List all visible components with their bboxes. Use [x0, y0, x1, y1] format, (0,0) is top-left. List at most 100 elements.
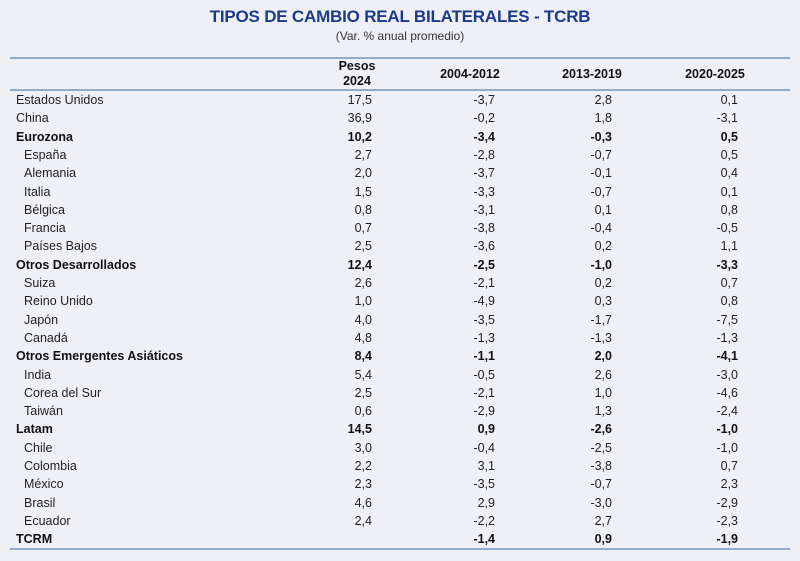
- value-2020-2025-cell: -7,5: [716, 312, 738, 327]
- table-row: Estados Unidos 17,5 -3,7 2,8 0,1: [0, 91, 800, 109]
- value-2020-2025-cell: 1,1: [720, 239, 738, 254]
- table-row: México 2,3 -3,5 -0,7 2,3: [0, 475, 800, 493]
- row-label: Ecuador: [24, 513, 71, 528]
- value-2013-2019-cell: -2,5: [590, 440, 612, 455]
- table-row: Reino Unido 1,0 -4,9 0,3 0,8: [0, 292, 800, 310]
- row-label: Eurozona: [16, 129, 73, 144]
- pesos-2024-cell: 17,5: [347, 93, 372, 107]
- row-label: España: [24, 147, 67, 162]
- row-label: Taiwán: [24, 404, 63, 419]
- row-label: China: [16, 111, 49, 126]
- value-2020-2025-cell: 2,3: [720, 477, 738, 492]
- table-row: Suiza 2,6 -2,1 0,2 0,7: [0, 274, 800, 292]
- value-2013-2019-cell: -3,8: [590, 459, 612, 473]
- value-2013-2019-cell: 2,6: [594, 367, 612, 382]
- pesos-2024-cell: 5,4: [354, 367, 372, 382]
- row-label: Canadá: [24, 330, 68, 345]
- row-label: Italia: [24, 184, 51, 199]
- value-2013-2019-cell: -0,4: [590, 221, 612, 236]
- pesos-2024-cell: 4,8: [354, 330, 372, 345]
- value-2020-2025-cell: -3,1: [716, 111, 738, 126]
- value-2013-2019-cell: -0,7: [590, 477, 612, 492]
- value-2020-2025-cell: 0,5: [720, 147, 738, 162]
- value-2013-2019-cell: 0,2: [594, 239, 612, 254]
- value-2013-2019-cell: 0,1: [594, 202, 612, 217]
- table-row: Japón 4,0 -3,5 -1,7 -7,5: [0, 311, 800, 329]
- value-2020-2025-cell: -4,1: [716, 349, 738, 364]
- pesos-2024-cell: 12,4: [347, 257, 372, 272]
- pesos-2024-cell: 2,5: [354, 385, 372, 400]
- value-2013-2019-cell: 2,8: [594, 93, 612, 107]
- value-2013-2019-cell: -0,7: [590, 184, 612, 199]
- value-2013-2019-cell: 0,9: [594, 532, 612, 547]
- table-row: Italia 1,5 -3,3 -0,7 0,1: [0, 183, 800, 201]
- value-2020-2025-cell: 0,5: [720, 129, 738, 144]
- table-row: Colombia 2,2 3,1 -3,8 0,7: [0, 457, 800, 475]
- value-2020-2025-cell: 0,8: [720, 294, 738, 309]
- header-2020-2025: 2020-2025: [685, 67, 745, 81]
- value-2013-2019-cell: 1,8: [594, 111, 612, 126]
- row-label: Colombia: [24, 459, 77, 473]
- value-2020-2025-cell: -1,3: [716, 330, 738, 345]
- pesos-2024-cell: 36,9: [347, 111, 372, 126]
- pesos-2024-cell: 2,6: [354, 276, 372, 290]
- value-2004-2012-cell: -2,8: [473, 147, 495, 162]
- table-row: Corea del Sur 2,5 -2,1 1,0 -4,6: [0, 384, 800, 402]
- bottom-rule: [10, 548, 790, 550]
- table-row-group: Otros Emergentes Asiáticos 8,4 -1,1 2,0 -4,1: [0, 347, 800, 365]
- value-2004-2012-cell: -4,9: [473, 294, 495, 309]
- value-2004-2012-cell: -3,4: [473, 129, 495, 144]
- value-2004-2012-cell: -3,5: [473, 312, 495, 327]
- table-row: China 36,9 -0,2 1,8 -3,1: [0, 109, 800, 127]
- header-rule: [10, 89, 790, 91]
- row-label: Suiza: [24, 276, 56, 290]
- pesos-2024-cell: 1,5: [354, 184, 372, 199]
- value-2013-2019-cell: 1,3: [594, 404, 612, 419]
- value-2020-2025-cell: 0,4: [720, 166, 738, 181]
- value-2004-2012-cell: 3,1: [477, 459, 495, 473]
- pesos-2024-cell: 10,2: [347, 129, 372, 144]
- row-label: Bélgica: [24, 202, 65, 217]
- value-2013-2019-cell: 2,7: [594, 513, 612, 528]
- table-title: TIPOS DE CAMBIO REAL BILATERALES - TCRB: [209, 7, 591, 26]
- pesos-2024-cell: 2,5: [354, 239, 372, 254]
- value-2020-2025-cell: 0,1: [720, 93, 738, 107]
- pesos-2024-cell: 0,8: [354, 202, 372, 217]
- table-row: Chile 3,0 -0,4 -2,5 -1,0: [0, 439, 800, 457]
- value-2020-2025-cell: 0,1: [720, 184, 738, 199]
- value-2004-2012-cell: -2,2: [473, 513, 495, 528]
- row-label: Brasil: [24, 495, 56, 510]
- value-2004-2012-cell: -3,8: [473, 221, 495, 236]
- table-row: Países Bajos 2,5 -3,6 0,2 1,1: [0, 237, 800, 255]
- value-2020-2025-cell: -2,9: [716, 495, 738, 510]
- value-2004-2012-cell: 0,9: [477, 422, 495, 437]
- table-row-group: Eurozona 10,2 -3,4 -0,3 0,5: [0, 128, 800, 146]
- table-row: Ecuador 2,4 -2,2 2,7 -2,3: [0, 512, 800, 530]
- value-2020-2025-cell: 0,7: [720, 459, 738, 473]
- value-2004-2012-cell: -3,5: [473, 477, 495, 492]
- value-2020-2025-cell: -1,0: [716, 422, 738, 437]
- value-2013-2019-cell: -1,7: [590, 312, 612, 327]
- value-2013-2019-cell: 0,2: [594, 276, 612, 290]
- header-pesos: Pesos 2024: [317, 59, 397, 89]
- value-2013-2019-cell: 0,3: [594, 294, 612, 309]
- value-2004-2012-cell: -3,7: [473, 166, 495, 181]
- value-2004-2012-cell: -1,1: [473, 349, 495, 364]
- value-2020-2025-cell: -0,5: [716, 221, 738, 236]
- value-2004-2012-cell: -0,2: [473, 111, 495, 126]
- pesos-2024-cell: 1,0: [354, 294, 372, 309]
- table-row-group: TCRM -1,4 0,9 -1,9: [0, 530, 800, 548]
- pesos-2024-cell: 14,5: [347, 422, 372, 437]
- value-2004-2012-cell: -2,5: [473, 257, 495, 272]
- pesos-2024-cell: 2,0: [354, 166, 372, 181]
- header-2013-2019: 2013-2019: [562, 67, 622, 81]
- value-2013-2019-cell: -3,0: [590, 495, 612, 510]
- row-label: Latam: [16, 422, 53, 437]
- table-row: Taiwán 0,6 -2,9 1,3 -2,4: [0, 402, 800, 420]
- value-2020-2025-cell: 0,8: [720, 202, 738, 217]
- table-row: España 2,7 -2,8 -0,7 0,5: [0, 146, 800, 164]
- row-label: México: [24, 477, 64, 492]
- pesos-2024-cell: 2,3: [354, 477, 372, 492]
- value-2004-2012-cell: 2,9: [477, 495, 495, 510]
- table-row: India 5,4 -0,5 2,6 -3,0: [0, 366, 800, 384]
